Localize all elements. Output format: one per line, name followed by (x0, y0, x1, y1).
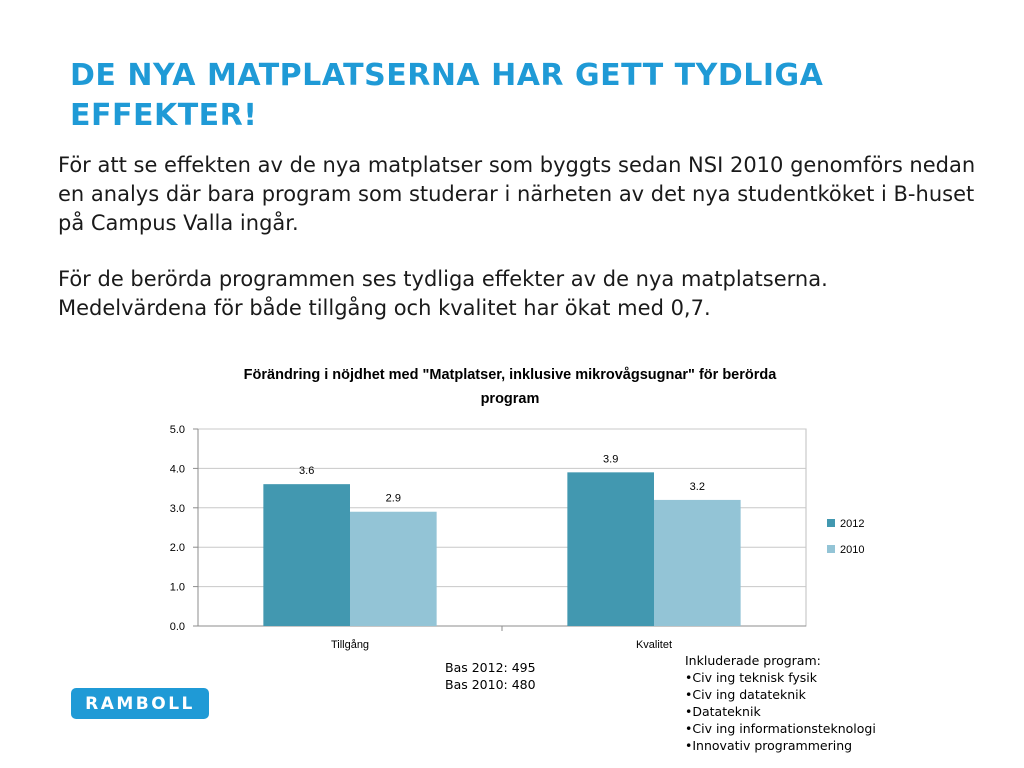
y-tick-label: 2.0 (170, 542, 185, 554)
legend-swatch-2010 (827, 545, 835, 553)
intro-paragraph: För att se effekten av de nya matplatser… (58, 153, 976, 235)
program-item: •Civ ing teknisk fysik (685, 670, 818, 685)
included-programs: Inkluderade program: •Civ ing teknisk fy… (685, 652, 876, 754)
program-item: •Civ ing informationsteknologi (685, 721, 876, 736)
data-label: 3.6 (299, 465, 314, 477)
base-2012: Bas 2012: 495 (445, 660, 536, 675)
included-programs-list: •Civ ing teknisk fysik •Civ ing datatekn… (685, 669, 876, 754)
bar-2012-kvalitet (567, 472, 654, 626)
ramboll-logo: RAMBOLL (71, 688, 209, 719)
bar-2010-tillgång (350, 511, 437, 626)
legend-label: 2010 (840, 544, 864, 556)
y-tick-label: 3.0 (170, 503, 185, 515)
y-tick-label: 5.0 (170, 424, 185, 436)
program-item: •Datateknik (685, 704, 761, 719)
data-label: 3.9 (603, 453, 618, 465)
bar-2010-kvalitet (654, 499, 741, 626)
y-tick-label: 0.0 (170, 621, 185, 633)
base-2010: Bas 2010: 480 (445, 677, 536, 692)
included-programs-title: Inkluderade program: (685, 653, 821, 668)
bar-2012-tillgång (263, 484, 350, 626)
legend-swatch-2012 (827, 519, 835, 527)
x-tick-label: Tillgång (331, 639, 369, 651)
y-tick-label: 4.0 (170, 463, 185, 475)
chart-title: Förändring i nöjdhet med "Matplatser, in… (243, 367, 777, 407)
base-counts: Bas 2012: 495 Bas 2010: 480 (445, 659, 536, 693)
ramboll-logo-text: RAMBOLL (85, 693, 195, 714)
program-item: •Civ ing datateknik (685, 687, 806, 702)
x-tick-label: Kvalitet (636, 639, 672, 651)
data-label: 3.2 (690, 481, 705, 493)
legend-label: 2012 (840, 518, 864, 530)
slide-title: DE NYA MATPLATSERNA HAR GETT TYDLIGA EFF… (70, 58, 824, 133)
data-label: 2.9 (386, 493, 401, 505)
y-tick-label: 1.0 (170, 582, 185, 594)
result-paragraph: För de berörda programmen ses tydliga ef… (58, 267, 828, 320)
program-item: •Innovativ programmering (685, 738, 853, 753)
